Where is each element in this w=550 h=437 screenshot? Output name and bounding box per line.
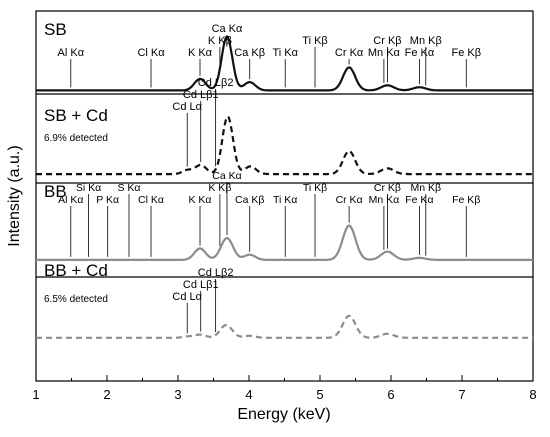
panel-title: SB xyxy=(44,20,67,39)
peak-label: Mn Kα xyxy=(368,47,401,59)
peak-label: Ti Kα xyxy=(273,194,297,206)
peak-label: Cd Lα xyxy=(172,291,202,303)
spectrum-line xyxy=(36,224,533,261)
peak-label: Fe Kβ xyxy=(452,194,480,206)
peak-label: Mn Kβ xyxy=(411,182,442,194)
x-tick-label: 3 xyxy=(174,387,181,402)
peak-label: Cd Lα xyxy=(172,101,202,113)
peak-label: K Kα xyxy=(188,47,213,59)
peak-label: Ca Kβ xyxy=(234,47,265,59)
peak-label: Fe Kα xyxy=(405,47,435,59)
peak-label: Cd Lβ1 xyxy=(183,89,219,101)
peak-label: Cr Kβ xyxy=(373,35,401,47)
peak-label: K Kβ xyxy=(208,182,231,194)
spectrum-line xyxy=(36,115,533,176)
x-tick-label: 5 xyxy=(316,387,323,402)
peak-label: Cr Kβ xyxy=(374,182,401,194)
spectrum-line xyxy=(36,314,533,339)
peak-label: Ti Kα xyxy=(272,47,298,59)
x-tick-label: 4 xyxy=(245,387,252,402)
peak-label: Cr Kα xyxy=(336,194,363,206)
peak-label: Cd Lβ2 xyxy=(198,267,234,279)
peak-label: P Kα xyxy=(96,194,119,206)
peak-label: Cr Kα xyxy=(335,47,364,59)
detection-note: 6.9% detected xyxy=(44,133,108,144)
peak-label: Ti Kβ xyxy=(302,35,327,47)
peak-label: Ca Kβ xyxy=(235,194,264,206)
peak-label: Mn Kα xyxy=(369,194,400,206)
x-axis-label: Energy (keV) xyxy=(237,406,330,423)
panel-title: BB xyxy=(44,182,67,201)
peak-label: Cd Lβ2 xyxy=(198,77,234,89)
peak-label: Ca Kα xyxy=(212,170,241,182)
peak-label: Fe Kα xyxy=(405,194,433,206)
peak-label: Mn Kβ xyxy=(410,35,442,47)
peak-label: Al Kα xyxy=(58,47,85,59)
peak-label: Si Kα xyxy=(76,182,101,194)
x-tick-label: 1 xyxy=(32,387,39,402)
panel-title: BB + Cd xyxy=(44,261,108,280)
peak-label: Cl Kα xyxy=(137,47,165,59)
peak-label: Fe Kβ xyxy=(451,47,481,59)
peak-label: S Kα xyxy=(118,182,141,194)
panel-title: SB + Cd xyxy=(44,106,108,125)
x-tick-label: 8 xyxy=(529,387,536,402)
peak-label: Ca Kα xyxy=(212,23,243,35)
x-tick-label: 6 xyxy=(387,387,394,402)
peak-label: Ti Kβ xyxy=(303,182,327,194)
y-axis-label: Intensity (a.u.) xyxy=(6,145,23,246)
peak-label: K Kα xyxy=(189,194,212,206)
x-tick-label: 7 xyxy=(458,387,465,402)
detection-note: 6.5% detected xyxy=(44,294,108,305)
peak-label: Cd Lβ1 xyxy=(183,279,219,291)
peak-label: Al Kα xyxy=(58,194,83,206)
x-axis: 1 2 3 4 5 6 7 8 xyxy=(32,375,537,402)
peak-label: K Kβ xyxy=(208,35,232,47)
x-tick-label: 2 xyxy=(103,387,110,402)
spectrum-line xyxy=(36,35,533,92)
peak-label: Cl Kα xyxy=(138,194,164,206)
